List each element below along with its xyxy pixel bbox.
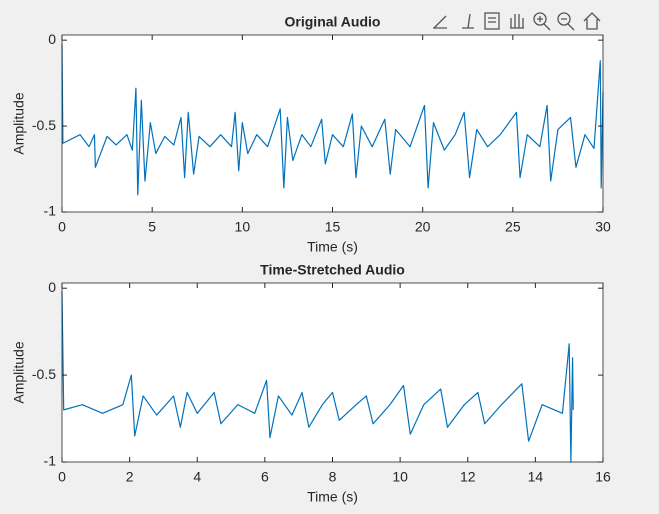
y-axis-label: Amplitude: [11, 341, 27, 403]
paint-icon[interactable]: [462, 13, 474, 29]
axes-toolbar: [433, 12, 601, 31]
waveform: [61, 43, 604, 196]
x-tick-label: 10: [392, 469, 408, 485]
x-tick-label: 14: [528, 469, 544, 485]
x-tick-label: 5: [148, 219, 156, 235]
waveform: [61, 291, 574, 463]
y-tick-label: 0: [48, 31, 56, 47]
zoom-in-icon[interactable]: [533, 12, 551, 31]
axes-title: Original Audio: [285, 14, 381, 30]
plot-area: [62, 283, 603, 462]
y-tick-label: -0.5: [32, 117, 56, 133]
x-tick-label: 2: [126, 469, 134, 485]
x-tick-label: 0: [58, 469, 66, 485]
x-tick-label: 20: [415, 219, 431, 235]
x-tick-label: 8: [329, 469, 337, 485]
x-tick-label: 0: [58, 219, 66, 235]
x-tick-label: 10: [235, 219, 251, 235]
zoom-out-icon[interactable]: [557, 12, 575, 31]
legend-icon[interactable]: [484, 12, 500, 30]
plot-area: [62, 35, 603, 212]
brush-icon[interactable]: [433, 15, 447, 29]
x-tick-label: 12: [460, 469, 476, 485]
y-axis-label: Amplitude: [11, 92, 27, 154]
pan-icon[interactable]: [510, 14, 524, 29]
axes-title: Time-Stretched Audio: [260, 262, 405, 278]
x-tick-label: 25: [505, 219, 521, 235]
y-tick-label: 0: [48, 279, 56, 295]
x-axis-label: Time (s): [307, 239, 358, 255]
x-tick-label: 4: [193, 469, 201, 485]
y-tick-label: -0.5: [32, 366, 56, 382]
home-icon[interactable]: [583, 12, 601, 30]
x-tick-label: 30: [595, 219, 611, 235]
x-tick-label: 6: [261, 469, 269, 485]
y-tick-label: -1: [44, 203, 57, 219]
x-tick-label: 15: [325, 219, 341, 235]
axes: 0 2 4 6 8 10 12 14 16 -1 -0.5 0 Time-Stretched Audio…: [11, 262, 611, 505]
x-axis-label: Time (s): [307, 489, 358, 505]
x-tick-label: 16: [595, 469, 611, 485]
y-tick-label: -1: [44, 453, 57, 469]
axes: 0 5 10 15 20 25 30 -1 -0.5 0 Original Audio Time (s…: [11, 14, 611, 255]
